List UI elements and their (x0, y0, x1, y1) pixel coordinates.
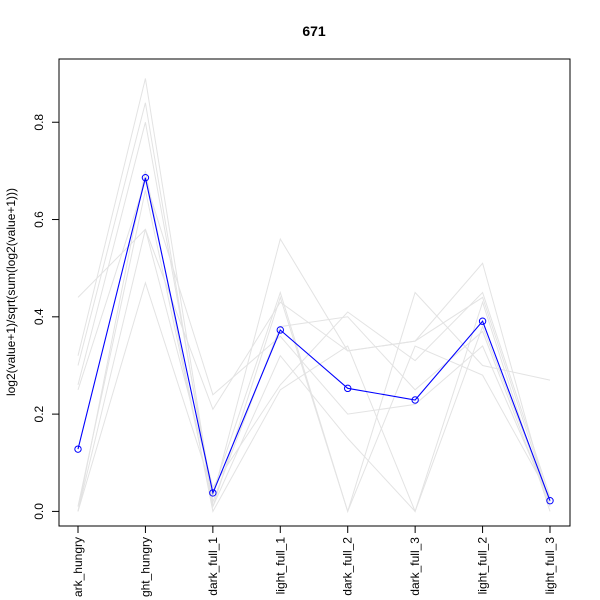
background-series-line-8 (77, 170, 551, 513)
background-series-line-9 (77, 190, 551, 513)
data-point-marker (141, 173, 150, 182)
y-axis: 0.0 0.2 0.4 0.6 0.8 (32, 114, 60, 520)
x-tick-label: light_full_1 (273, 537, 287, 595)
background-series-line-6 (77, 229, 551, 512)
background-series-line-5 (77, 178, 551, 502)
data-point-marker (411, 396, 419, 404)
plot-frame (58, 58, 571, 527)
y-tick-label: 0.6 (32, 211, 46, 228)
background-series-line-7 (77, 281, 551, 513)
highlighted-series-line (77, 177, 551, 501)
y-tick-label: 0.8 (32, 114, 46, 131)
x-tick-label: dark_full_2 (341, 537, 355, 596)
y-tick-label: 0.4 (32, 308, 46, 325)
data-point-marker (478, 317, 487, 325)
x-tick-label: dark_full_3 (408, 537, 422, 596)
x-tick-label: ght_hungry (138, 537, 152, 597)
data-point-marker (546, 497, 554, 505)
y-axis-label: log2(value+1)/sqrt(sum(log2(value+1))) (4, 188, 18, 396)
background-series-line-3 (77, 102, 551, 514)
y-tick-label: 0.0 (32, 503, 46, 520)
series-layer (74, 78, 554, 514)
x-axis: ark_hungry ght_hungry dark_full_1 light_ful… (71, 525, 557, 597)
background-series-line-2 (77, 78, 551, 507)
data-point-marker (344, 384, 352, 393)
data-point-marker (209, 489, 217, 497)
x-tick-label: light_full_3 (543, 537, 557, 595)
background-series-line-4 (77, 122, 551, 507)
chart-title: 671 (302, 23, 326, 39)
x-tick-label: ark_hungry (71, 537, 85, 597)
x-tick-label: light_full_2 (476, 537, 490, 595)
x-tick-label: dark_full_1 (206, 537, 220, 596)
y-tick-label: 0.2 (32, 405, 46, 422)
data-point-marker (276, 326, 284, 334)
background-series-line-1 (77, 228, 551, 502)
data-point-marker (74, 445, 82, 453)
